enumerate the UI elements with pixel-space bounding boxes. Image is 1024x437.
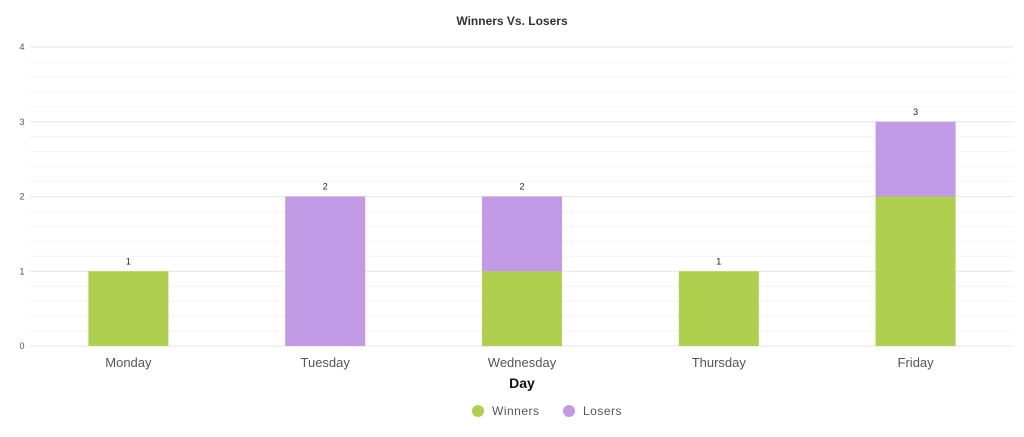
legend: Winners Losers — [472, 404, 622, 418]
x-tick-label: Friday — [898, 355, 935, 370]
data-label: 2 — [323, 182, 328, 192]
data-labels: 1 2 2 1 3 — [126, 107, 918, 267]
bar-losers-tuesday[interactable] — [285, 196, 366, 347]
bar-winners-thursday[interactable] — [678, 271, 759, 346]
x-tick-label: Wednesday — [488, 355, 557, 370]
bar-winners-friday[interactable] — [875, 196, 956, 347]
legend-marker-winners — [472, 405, 484, 417]
y-tick-label: 1 — [19, 266, 24, 276]
legend-label-winners[interactable]: Winners — [492, 404, 540, 418]
y-tick-label: 3 — [19, 117, 24, 127]
y-tick-label: 0 — [19, 341, 24, 351]
y-tick-label: 4 — [19, 42, 24, 52]
x-axis-ticks: Monday Tuesday Wednesday Thursday Friday — [105, 355, 934, 370]
legend-marker-losers — [563, 405, 575, 417]
data-label: 1 — [126, 256, 131, 266]
x-tick-label: Thursday — [692, 355, 747, 370]
x-tick-label: Monday — [105, 355, 152, 370]
bar-losers-friday[interactable] — [875, 121, 956, 197]
data-label: 3 — [913, 107, 918, 117]
gridlines — [30, 46, 1014, 347]
y-tick-label: 2 — [19, 192, 24, 202]
bar-winners-wednesday[interactable] — [482, 271, 562, 346]
bar-winners-monday[interactable] — [88, 271, 169, 346]
data-label: 2 — [519, 182, 524, 192]
x-tick-label: Tuesday — [301, 355, 351, 370]
bar-losers-wednesday[interactable] — [482, 196, 562, 272]
bars — [88, 121, 956, 347]
chart-title: Winners Vs. Losers — [456, 14, 568, 28]
y-axis-ticks: 0 1 2 3 4 — [19, 42, 24, 351]
legend-label-losers[interactable]: Losers — [583, 404, 622, 418]
x-axis-label: Day — [509, 375, 535, 391]
data-label: 1 — [716, 256, 721, 266]
